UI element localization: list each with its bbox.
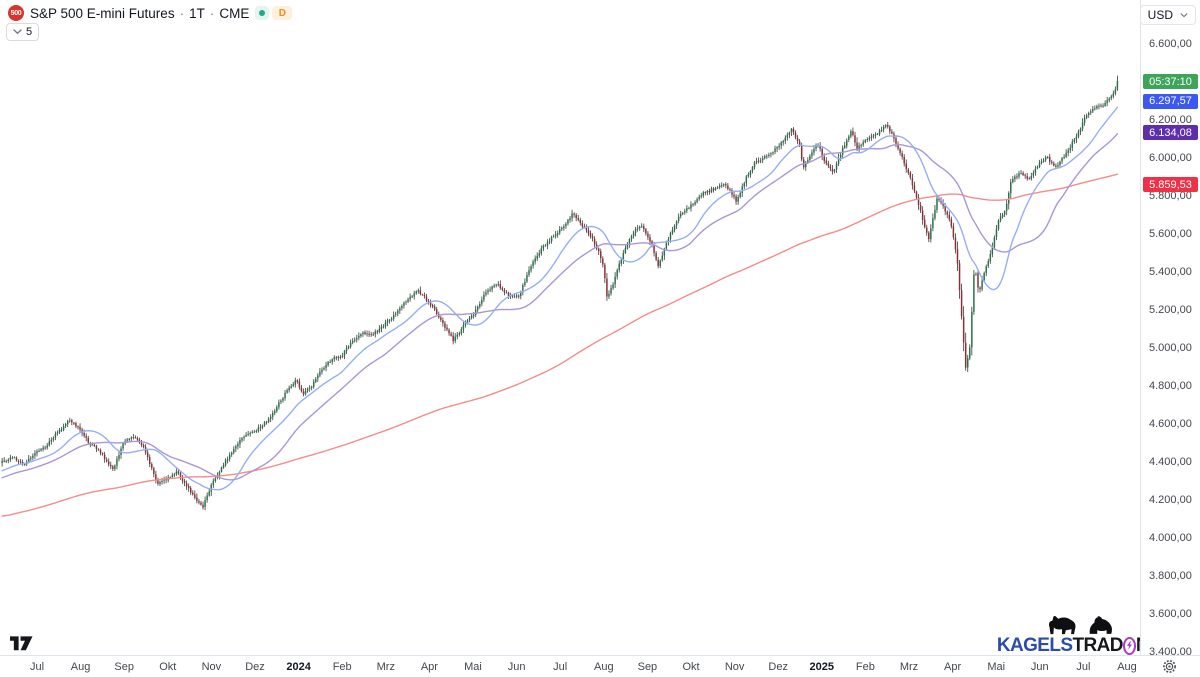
- currency-label: USD: [1147, 8, 1173, 22]
- settings-gear-button[interactable]: [1162, 659, 1177, 677]
- time-axis-label: Aug: [70, 661, 91, 673]
- symbol-name: S&P 500 E-mini Futures: [30, 5, 175, 21]
- time-axis-label: Apr: [944, 661, 962, 673]
- time-axis-label: Feb: [855, 661, 875, 673]
- time-axis-label: 2025: [809, 661, 835, 673]
- time-axis-label: Nov: [724, 661, 745, 673]
- chevron-down-icon: [13, 29, 22, 35]
- ma-slow-value-badge: 5.859,53: [1143, 177, 1198, 193]
- symbol-logo: 500: [8, 5, 24, 21]
- title-separator: ·: [179, 5, 185, 21]
- time-axis-label: Jul: [553, 661, 568, 673]
- time-axis-label: Mai: [464, 661, 482, 673]
- countdown-badge: 05:37:10: [1143, 74, 1198, 90]
- brand-kagels: KAGELS: [996, 635, 1073, 656]
- price-axis-label: 5.600,00: [1149, 228, 1192, 240]
- time-axis-label: Okt: [159, 661, 177, 673]
- indicators-collapsed-button[interactable]: 5: [6, 23, 40, 41]
- time-axis-label: Dez: [245, 661, 265, 673]
- bull-icon: [1048, 615, 1076, 635]
- time-axis-label: Feb: [332, 661, 352, 673]
- brand-trading-left: TRAD: [1072, 635, 1123, 656]
- lightning-bolt-icon: [1122, 636, 1136, 655]
- kagels-trading-watermark[interactable]: KAGELSTRADNG: [997, 610, 1164, 656]
- price-axis-label: 5.800,00: [1149, 190, 1192, 202]
- symbol-exchange: CME: [219, 5, 250, 21]
- tradingview-logo[interactable]: [10, 636, 33, 656]
- gear-icon: [1163, 660, 1176, 673]
- price-axis-label: 4.000,00: [1149, 532, 1192, 544]
- time-axis-label: Aug: [1117, 661, 1137, 673]
- price-axis-label: 5.400,00: [1149, 266, 1192, 278]
- price-axis-label: 3.600,00: [1149, 608, 1192, 620]
- time-axis-label: Jun: [507, 661, 526, 673]
- price-axis-label: 4.600,00: [1149, 418, 1192, 430]
- price-axis[interactable]: USD 6.600,00 6.200,00 6.000,00 5.800,00 5.60…: [1139, 0, 1200, 658]
- ma-fast-value-badge: 6.297,57: [1143, 93, 1198, 109]
- time-axis-label: Jul: [1076, 661, 1091, 673]
- price-axis-label: 6.200,00: [1149, 114, 1192, 126]
- time-axis-label: Sep: [637, 661, 658, 673]
- time-axis-label: Sep: [114, 661, 134, 673]
- time-axis-label: Dez: [768, 661, 788, 673]
- time-axis-label: Mai: [987, 661, 1006, 673]
- time-axis-label: Aug: [594, 661, 614, 673]
- bear-icon: [1089, 616, 1112, 634]
- price-axis-label: 4.200,00: [1149, 494, 1192, 506]
- title-separator: ·: [209, 5, 215, 21]
- chevron-down-icon: [1180, 12, 1188, 17]
- time-axis-label: Nov: [201, 661, 222, 673]
- time-axis[interactable]: Jul Aug Sep Okt Nov Dez 2024 Feb Mrz Apr Mai Jun Jul…: [0, 655, 1200, 677]
- time-axis-label: Jul: [29, 661, 45, 673]
- symbol-title: S&P 500 E-mini Futures · 1T · CME: [30, 6, 249, 21]
- chart-plot-area[interactable]: 500 S&P 500 E-mini Futures · 1T · CME D …: [0, 0, 1164, 656]
- currency-selector[interactable]: USD: [1139, 5, 1196, 25]
- price-axis-label: 6.600,00: [1149, 38, 1192, 50]
- time-axis-label: Mrz: [899, 661, 919, 673]
- tradingview-logo-icon: [10, 636, 33, 651]
- time-axis-label: Jun: [1030, 661, 1049, 673]
- time-axis-label: 2024: [286, 661, 311, 673]
- time-axis-label: Okt: [682, 661, 700, 673]
- time-axis-label: Apr: [420, 661, 438, 673]
- price-axis-label: 5.000,00: [1149, 342, 1192, 354]
- price-axis-label: 4.800,00: [1149, 380, 1192, 392]
- bull-bear-logo: [1010, 610, 1150, 636]
- market-open-dot-icon: [259, 10, 266, 16]
- symbol-header: 500 S&P 500 E-mini Futures · 1T · CME D: [8, 5, 293, 21]
- price-axis-label: 4.400,00: [1149, 456, 1192, 468]
- price-axis-label: 6.000,00: [1149, 152, 1192, 164]
- indicators-count: 5: [26, 26, 33, 38]
- price-axis-label: 5.200,00: [1149, 304, 1192, 316]
- brand-wordmark: KAGELSTRADNG: [997, 635, 1164, 656]
- symbol-interval: 1T: [189, 5, 205, 21]
- market-status-badge[interactable]: [255, 6, 270, 20]
- price-axis-label: 3.800,00: [1149, 570, 1192, 582]
- ma-medium-value-badge: 6.134,08: [1143, 125, 1198, 141]
- delayed-data-badge[interactable]: D: [272, 6, 293, 20]
- time-axis-label: Mrz: [376, 661, 395, 673]
- candlestick-chart-canvas[interactable]: [0, 0, 1140, 655]
